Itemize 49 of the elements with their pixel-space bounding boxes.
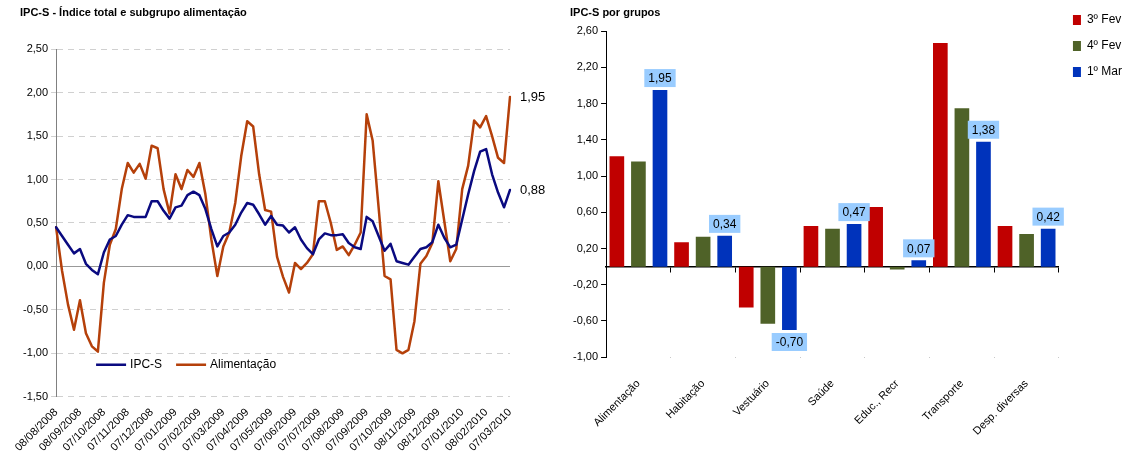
bar	[868, 206, 883, 267]
y-tick-label: 1,00	[576, 169, 599, 182]
legend-label: 4º Fev	[1086, 38, 1122, 53]
bar	[803, 225, 819, 267]
bar	[933, 42, 948, 267]
chart-title: IPC-S - Índice total e subgrupo alimentação	[20, 5, 248, 18]
chart-title: IPC-S por grupos	[570, 5, 661, 18]
annotation: 1,95	[520, 88, 546, 104]
bar	[1019, 234, 1034, 267]
y-tick-label: 1,00	[26, 172, 49, 185]
y-tick-label: 2,20	[576, 60, 599, 73]
data-label: 0,34	[713, 217, 737, 232]
bar	[954, 108, 970, 267]
y-tick-label: -1,00	[22, 346, 49, 359]
y-tick-label: -0,50	[22, 302, 49, 315]
bar	[695, 236, 711, 267]
y-tick-label: 0,50	[26, 216, 49, 228]
bar	[760, 266, 776, 324]
data-label: -0,70	[775, 335, 804, 350]
annotation: 0,88	[520, 181, 546, 197]
data-label: 0,42	[1036, 209, 1061, 224]
data-label: 0,47	[842, 205, 867, 220]
y-tick-label: 0,00	[26, 259, 49, 272]
y-tick-label: 1,40	[576, 132, 599, 145]
bar	[997, 225, 1013, 267]
y-tick-label: 0,20	[576, 241, 599, 254]
y-tick-label: 0,60	[576, 205, 599, 218]
legend-label: 1º Mar	[1086, 64, 1123, 79]
legend-label: Alimentação	[210, 357, 277, 372]
bar	[911, 260, 927, 267]
bar	[825, 228, 840, 267]
y-tick-label: 1,50	[26, 129, 49, 142]
y-tick-label: -0,20	[572, 277, 599, 290]
y-tick-label: 2,50	[26, 42, 49, 55]
bar	[738, 266, 754, 308]
data-label: 1,95	[648, 71, 672, 86]
y-tick-label: -1,50	[22, 389, 49, 402]
y-tick-label: -1,00	[572, 350, 599, 363]
y-tick-label: 2,60	[576, 24, 599, 37]
legend-label: 3º Fev	[1086, 12, 1122, 27]
bar	[609, 156, 625, 267]
data-label: 1,38	[971, 123, 996, 137]
y-tick-label: -0,60	[572, 314, 599, 327]
data-label: 0,07	[907, 241, 931, 256]
bar	[674, 242, 689, 267]
y-tick-label: 1,80	[576, 96, 599, 109]
y-tick-label: 2,00	[26, 85, 49, 98]
legend-label: IPC-S	[130, 357, 163, 372]
bar	[631, 161, 646, 267]
